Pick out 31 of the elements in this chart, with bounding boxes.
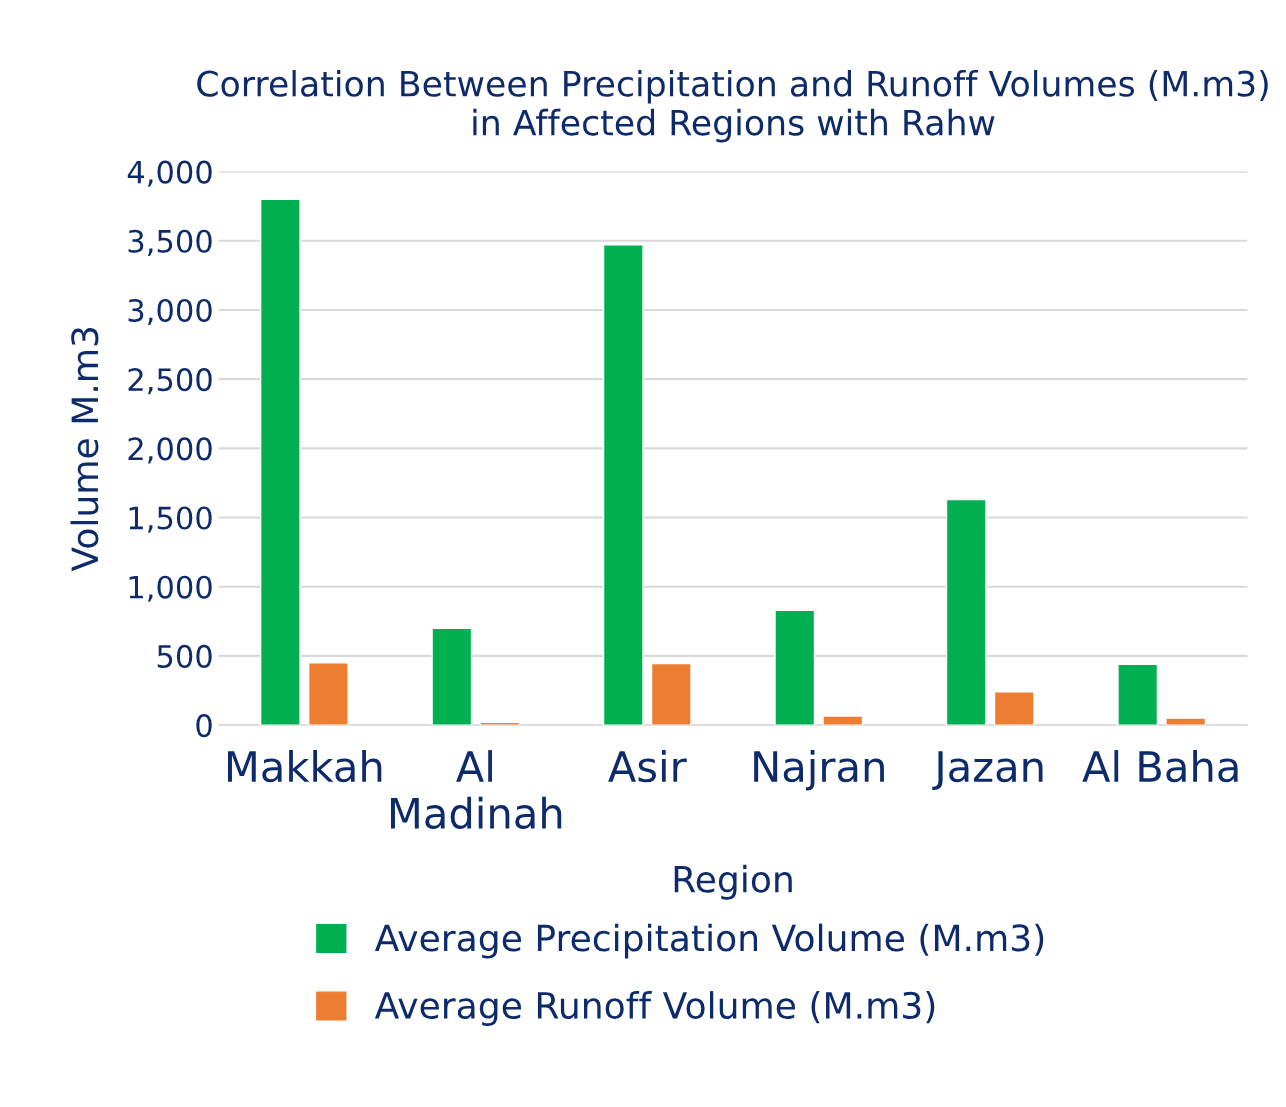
y-tick-label: 3,500 [128, 229, 212, 256]
x-tick-label: Najran [754, 750, 884, 791]
x-axis-title: Region [674, 864, 792, 900]
x-tick-label: Jazan [932, 751, 1043, 791]
y-tick-label: 2,000 [128, 437, 212, 464]
bar [822, 715, 864, 726]
y-tick-label: 4,000 [127, 160, 212, 187]
y-tick-label: 1,500 [129, 506, 212, 533]
bar [259, 198, 301, 726]
y-axis-title: Volume M.m3 [70, 327, 99, 572]
bar [431, 627, 473, 726]
bar [945, 498, 987, 726]
y-tick-label: 2,500 [128, 368, 212, 395]
bar [602, 244, 644, 726]
y-tick-label: 0 [196, 714, 212, 738]
x-tick-label: Makkah [227, 750, 382, 783]
bar [650, 662, 692, 726]
bar [1117, 663, 1159, 726]
x-tick-label: Al Baha [1082, 750, 1238, 783]
chart-title: Correlation Between Precipitation and Runoff Volumes (M.m3) in Affected Regions with Rahw [197, 69, 1268, 143]
bar [307, 662, 349, 726]
y-tick-label: 3,000 [128, 298, 212, 326]
bar [1165, 717, 1207, 726]
bar [993, 691, 1035, 726]
bar [774, 609, 816, 726]
x-tick-label: Asir [608, 750, 687, 783]
legend-label: Average Precipitation Volume (M.m3) [374, 923, 1044, 959]
x-tick-label: Al Madinah [390, 750, 562, 829]
y-tick-label: 1,000 [129, 575, 212, 602]
y-tick-label: 500 [157, 644, 212, 668]
legend-label: Average Runoff Volume (M.m3) [374, 991, 935, 1027]
